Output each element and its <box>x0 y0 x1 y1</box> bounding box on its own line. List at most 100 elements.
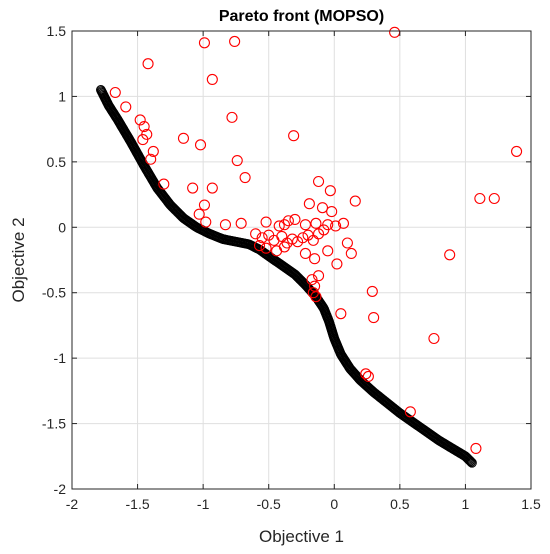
population-point <box>345 247 357 260</box>
pareto-front-point <box>467 457 477 468</box>
population-point <box>310 291 322 303</box>
population-point <box>187 182 199 194</box>
population-point <box>260 242 272 254</box>
population-point <box>226 111 238 123</box>
population-point <box>177 132 190 144</box>
population-point <box>194 139 207 151</box>
population-point <box>206 73 218 85</box>
population-point <box>193 208 205 220</box>
y-tick-label: 0 <box>58 219 66 235</box>
population-point <box>206 182 218 194</box>
population-point <box>299 247 311 260</box>
population-point <box>368 312 380 324</box>
population-point <box>309 253 321 265</box>
population-point <box>318 224 330 236</box>
population-point <box>145 153 157 165</box>
y-tick-label: -1 <box>54 350 67 366</box>
population-point <box>312 270 325 282</box>
x-axis-label: Objective 1 <box>259 527 344 546</box>
population-point <box>198 37 210 49</box>
x-tick-label: 1.5 <box>521 496 541 512</box>
pareto-front-point <box>464 455 475 465</box>
population-point <box>219 219 231 231</box>
pareto-front-points <box>95 85 477 468</box>
population-point <box>288 130 300 142</box>
y-tick-label: -2 <box>54 481 67 497</box>
x-tick-labels: -2 -1.5 -1 -0.5 0 0.5 1 1.5 <box>66 496 541 512</box>
population-point <box>231 155 243 167</box>
x-tick-label: 1 <box>462 496 470 512</box>
population-point <box>511 145 523 157</box>
population-point <box>198 199 210 211</box>
population-point <box>331 258 343 270</box>
population-point <box>404 406 416 418</box>
x-tick-label: -1.5 <box>126 496 150 512</box>
x-tick-label: 0.5 <box>390 496 410 512</box>
population-point <box>138 120 150 133</box>
population-point <box>120 101 132 113</box>
population-point <box>286 233 298 245</box>
population-point <box>444 249 456 261</box>
population-point <box>306 274 318 286</box>
population-point <box>229 35 241 48</box>
population-point <box>337 217 350 229</box>
population-point <box>341 237 353 249</box>
axis-ticks <box>71 30 532 490</box>
y-tick-label: -1.5 <box>42 416 66 432</box>
population-point <box>239 172 251 184</box>
y-tick-labels: -2 -1.5 -1 -0.5 0 0.5 1 1.5 <box>42 23 66 497</box>
population-point <box>253 240 266 252</box>
population-point <box>235 217 247 229</box>
x-tick-label: -1 <box>197 496 210 512</box>
population-point <box>278 219 291 231</box>
population-point <box>330 220 342 232</box>
population-point <box>200 216 212 228</box>
population-point <box>335 308 347 320</box>
population-point <box>158 178 170 190</box>
population-point <box>322 245 334 257</box>
population-point <box>316 202 329 214</box>
population-point <box>360 368 372 380</box>
population-point <box>349 195 361 207</box>
x-tick-label: 0 <box>330 496 338 512</box>
x-tick-label: -2 <box>66 496 79 512</box>
population-point <box>312 175 325 188</box>
population-point <box>142 58 154 70</box>
population-point <box>256 232 268 244</box>
population-point <box>474 192 486 205</box>
population-point <box>273 220 285 232</box>
pareto-front-point <box>466 457 476 467</box>
y-tick-label: 1.5 <box>47 23 67 39</box>
population-point <box>428 332 440 345</box>
pareto-front-point <box>465 456 475 466</box>
population-point <box>470 442 482 454</box>
y-tick-label: 0.5 <box>47 154 67 170</box>
x-tick-label: -0.5 <box>257 496 281 512</box>
population-point <box>324 185 336 197</box>
population-point <box>309 280 321 292</box>
pareto-front-point <box>463 454 474 465</box>
population-point <box>326 206 338 218</box>
population-point <box>109 86 121 99</box>
population-point <box>250 228 262 240</box>
population-point <box>260 216 272 228</box>
population-points <box>109 26 523 454</box>
population-point <box>362 370 374 383</box>
population-point <box>310 217 322 229</box>
population-point <box>303 198 315 210</box>
population-point <box>299 219 311 231</box>
y-axis-label: Objective 2 <box>9 217 28 302</box>
population-point <box>147 145 159 157</box>
chart-title: Pareto front (MOPSO) <box>219 8 384 25</box>
population-point <box>289 213 301 225</box>
population-point <box>134 114 146 126</box>
population-point <box>366 285 378 297</box>
y-tick-label: 1 <box>58 88 66 104</box>
y-tick-label: -0.5 <box>42 285 66 301</box>
population-point <box>282 215 294 227</box>
population-point <box>278 241 291 253</box>
population-point <box>137 134 149 146</box>
population-point <box>297 232 309 244</box>
